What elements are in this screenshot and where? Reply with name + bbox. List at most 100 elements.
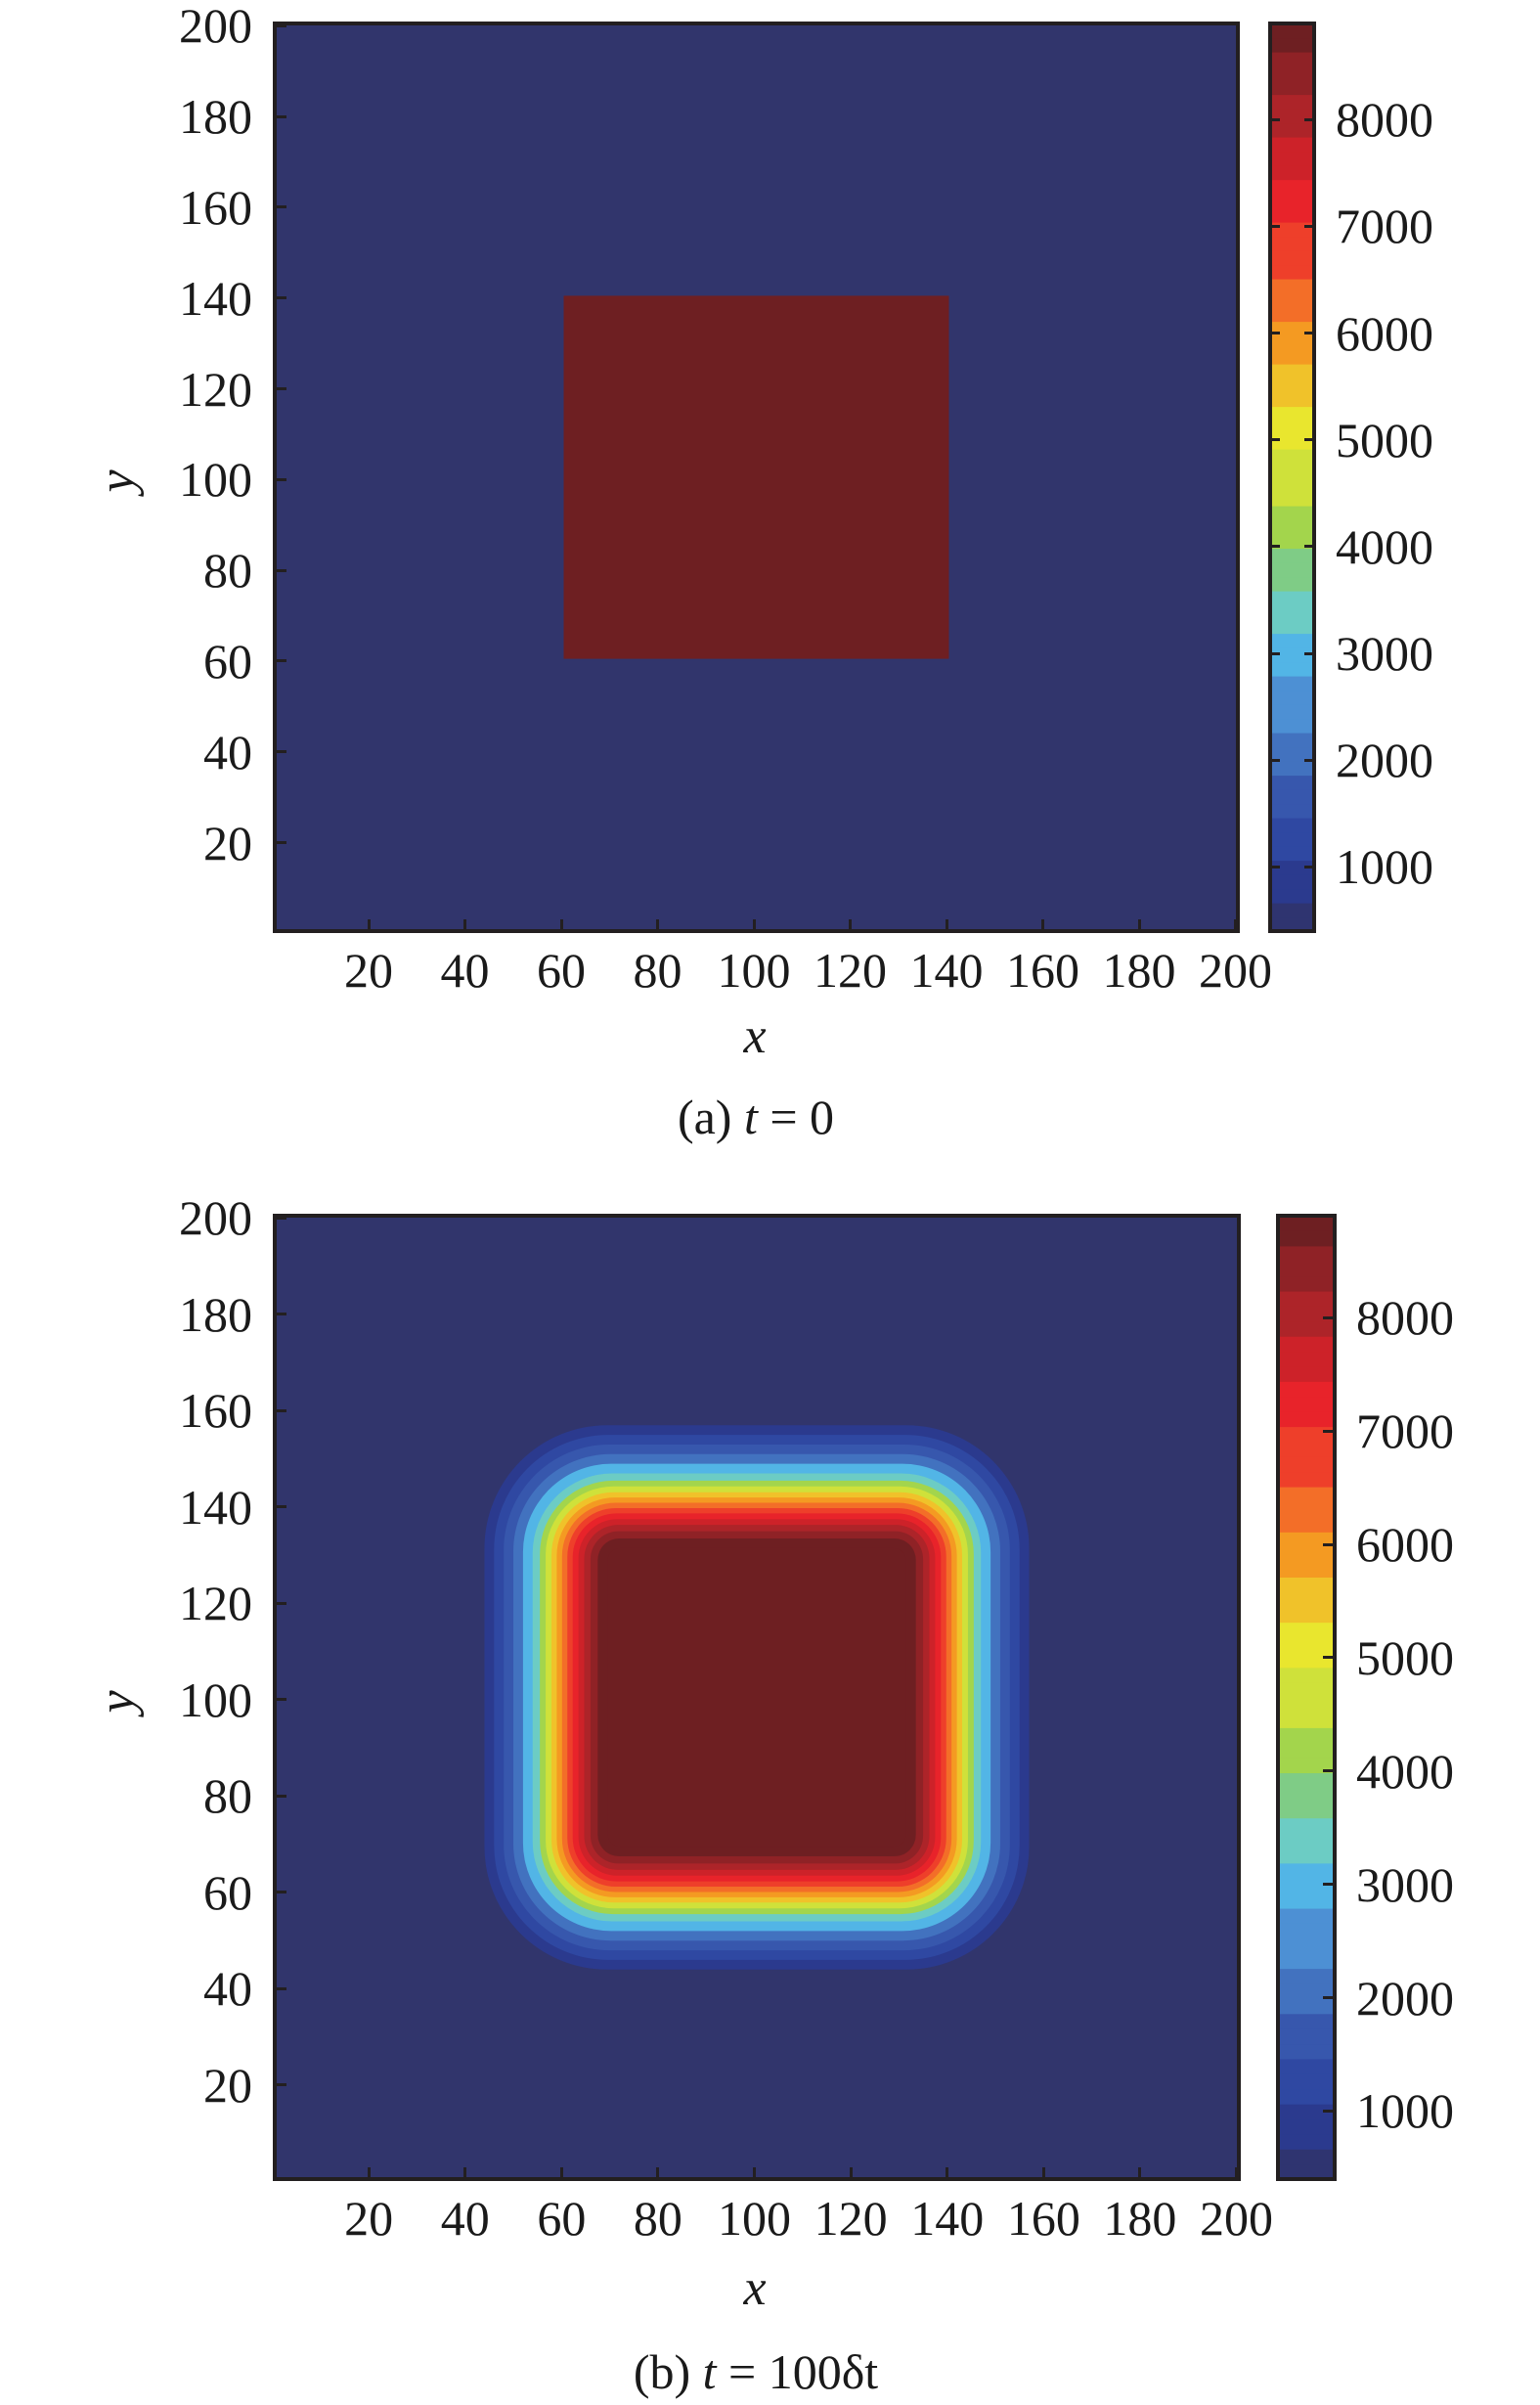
colorbar-tick-label: 5000 [1356, 1629, 1454, 1685]
x-tick-mark [752, 919, 756, 931]
x-tick-label: 200 [1200, 2191, 1274, 2246]
y-tick-mark [275, 1216, 286, 1220]
colorbar-tick-label: 8000 [1336, 92, 1433, 148]
y-tick-label: 80 [203, 543, 252, 599]
y-tick-label: 100 [179, 452, 252, 508]
x-tick-label: 180 [1102, 943, 1176, 998]
x-tick-mark [946, 2167, 949, 2179]
x-tick-label: 160 [1006, 943, 1080, 998]
x-tick-label: 60 [537, 943, 587, 998]
x-tick-label: 140 [910, 2191, 985, 2246]
x-tick-mark [1234, 919, 1238, 931]
caption-variable: t [702, 2344, 717, 2399]
colorbar-tick-label: 3000 [1336, 626, 1433, 682]
y-tick-label: 120 [179, 1576, 252, 1631]
x-axis-label-a: x [743, 1008, 767, 1064]
colorbar-tick-mark [1304, 758, 1314, 762]
x-tick-mark [1235, 2167, 1239, 2179]
x-tick-mark [1041, 919, 1045, 931]
x-tick-label: 80 [633, 2191, 682, 2246]
y-tick-mark [275, 205, 286, 209]
y-tick-mark [275, 659, 286, 663]
x-axis-label-b: x [743, 2260, 767, 2316]
x-tick-label: 120 [814, 2191, 888, 2246]
colorbar-tick-mark [1270, 438, 1280, 442]
colorbar-tick-mark [1270, 545, 1280, 549]
x-tick-mark [1138, 2167, 1142, 2179]
y-tick-label: 140 [179, 270, 252, 326]
x-tick-label: 200 [1199, 943, 1273, 998]
x-tick-label: 120 [814, 943, 888, 998]
colorbar-tick-mark [1304, 545, 1314, 549]
heatmap-plot-a [273, 22, 1240, 933]
colorbar-tick-label: 1000 [1356, 2083, 1454, 2139]
caption-b: (b) t = 100δt [634, 2347, 878, 2396]
y-tick-mark [275, 1408, 286, 1412]
colorbar-tick-label: 2000 [1356, 1970, 1454, 2026]
x-tick-mark [367, 2167, 371, 2179]
x-tick-mark [753, 2167, 757, 2179]
colorbar-tick-label: 6000 [1356, 1517, 1454, 1573]
x-tick-mark [463, 2167, 467, 2179]
y-tick-mark [275, 1601, 286, 1605]
y-tick-mark [275, 841, 286, 845]
y-tick-label: 20 [203, 2057, 252, 2113]
colorbar-tick-mark [1304, 438, 1314, 442]
y-tick-mark [275, 1698, 286, 1702]
caption-suffix: = 0 [757, 1090, 835, 1144]
x-tick-mark [656, 919, 660, 931]
y-tick-mark [275, 23, 286, 27]
x-tick-label: 100 [718, 2191, 792, 2246]
colorbar-tick-label: 7000 [1356, 1403, 1454, 1459]
colorbar-tick-mark [1323, 1996, 1335, 2000]
y-tick-label: 40 [203, 724, 252, 779]
x-tick-label: 140 [909, 943, 984, 998]
y-tick-label: 80 [203, 1768, 252, 1824]
colorbar-tick-label: 8000 [1356, 1290, 1454, 1346]
y-tick-mark [275, 750, 286, 754]
figure-panel-a: 20 40 60 80 100 120 140 160 180 200 20 40 60 80 100 12… [0, 0, 1540, 1164]
colorbar-tick-mark [1304, 117, 1314, 121]
x-tick-label: 40 [440, 2191, 490, 2246]
heatmap-plot-b [273, 1214, 1241, 2181]
y-axis-label-a: y [89, 469, 145, 493]
caption-suffix: = 100δt [716, 2344, 879, 2399]
y-tick-mark [275, 387, 286, 391]
y-tick-mark [275, 1794, 286, 1798]
heatmap-image [277, 25, 1236, 929]
caption-a: (a) t = 0 [678, 1092, 834, 1141]
x-tick-mark [945, 919, 948, 931]
colorbar-tick-mark [1323, 1315, 1335, 1319]
colorbar-tick-mark [1323, 1656, 1335, 1660]
colorbar-tick-label: 7000 [1336, 199, 1433, 254]
y-tick-label: 200 [179, 0, 252, 54]
caption-prefix: (b) [633, 2344, 703, 2399]
colorbar-tick-mark [1323, 2109, 1335, 2113]
colorbar-tick-mark [1304, 332, 1314, 335]
colorbar-tick-label: 4000 [1356, 1743, 1454, 1799]
caption-prefix: (a) [677, 1090, 744, 1144]
y-tick-mark [275, 568, 286, 572]
colorbar-tick-mark [1323, 1429, 1335, 1433]
y-tick-label: 60 [203, 1864, 252, 1920]
y-tick-label: 40 [203, 1961, 252, 2017]
colorbar-b [1276, 1214, 1337, 2181]
y-tick-label: 200 [179, 1190, 252, 1246]
x-tick-label: 100 [717, 943, 791, 998]
y-tick-mark [275, 1313, 286, 1316]
y-tick-mark [275, 477, 286, 481]
high-value-square [563, 295, 949, 659]
colorbar-tick-mark [1323, 1769, 1335, 1773]
y-tick-label: 120 [179, 361, 252, 417]
colorbar-tick-mark [1304, 651, 1314, 655]
x-tick-label: 20 [344, 943, 394, 998]
colorbar-tick-label: 2000 [1336, 733, 1433, 788]
y-tick-label: 140 [179, 1479, 252, 1535]
colorbar-gradient [1280, 1218, 1333, 2177]
caption-variable: t [743, 1090, 758, 1144]
colorbar-tick-label: 6000 [1336, 305, 1433, 361]
colorbar-a [1268, 22, 1316, 933]
colorbar-tick-mark [1270, 758, 1280, 762]
colorbar-tick-mark [1270, 117, 1280, 121]
colorbar-tick-mark [1270, 865, 1280, 868]
